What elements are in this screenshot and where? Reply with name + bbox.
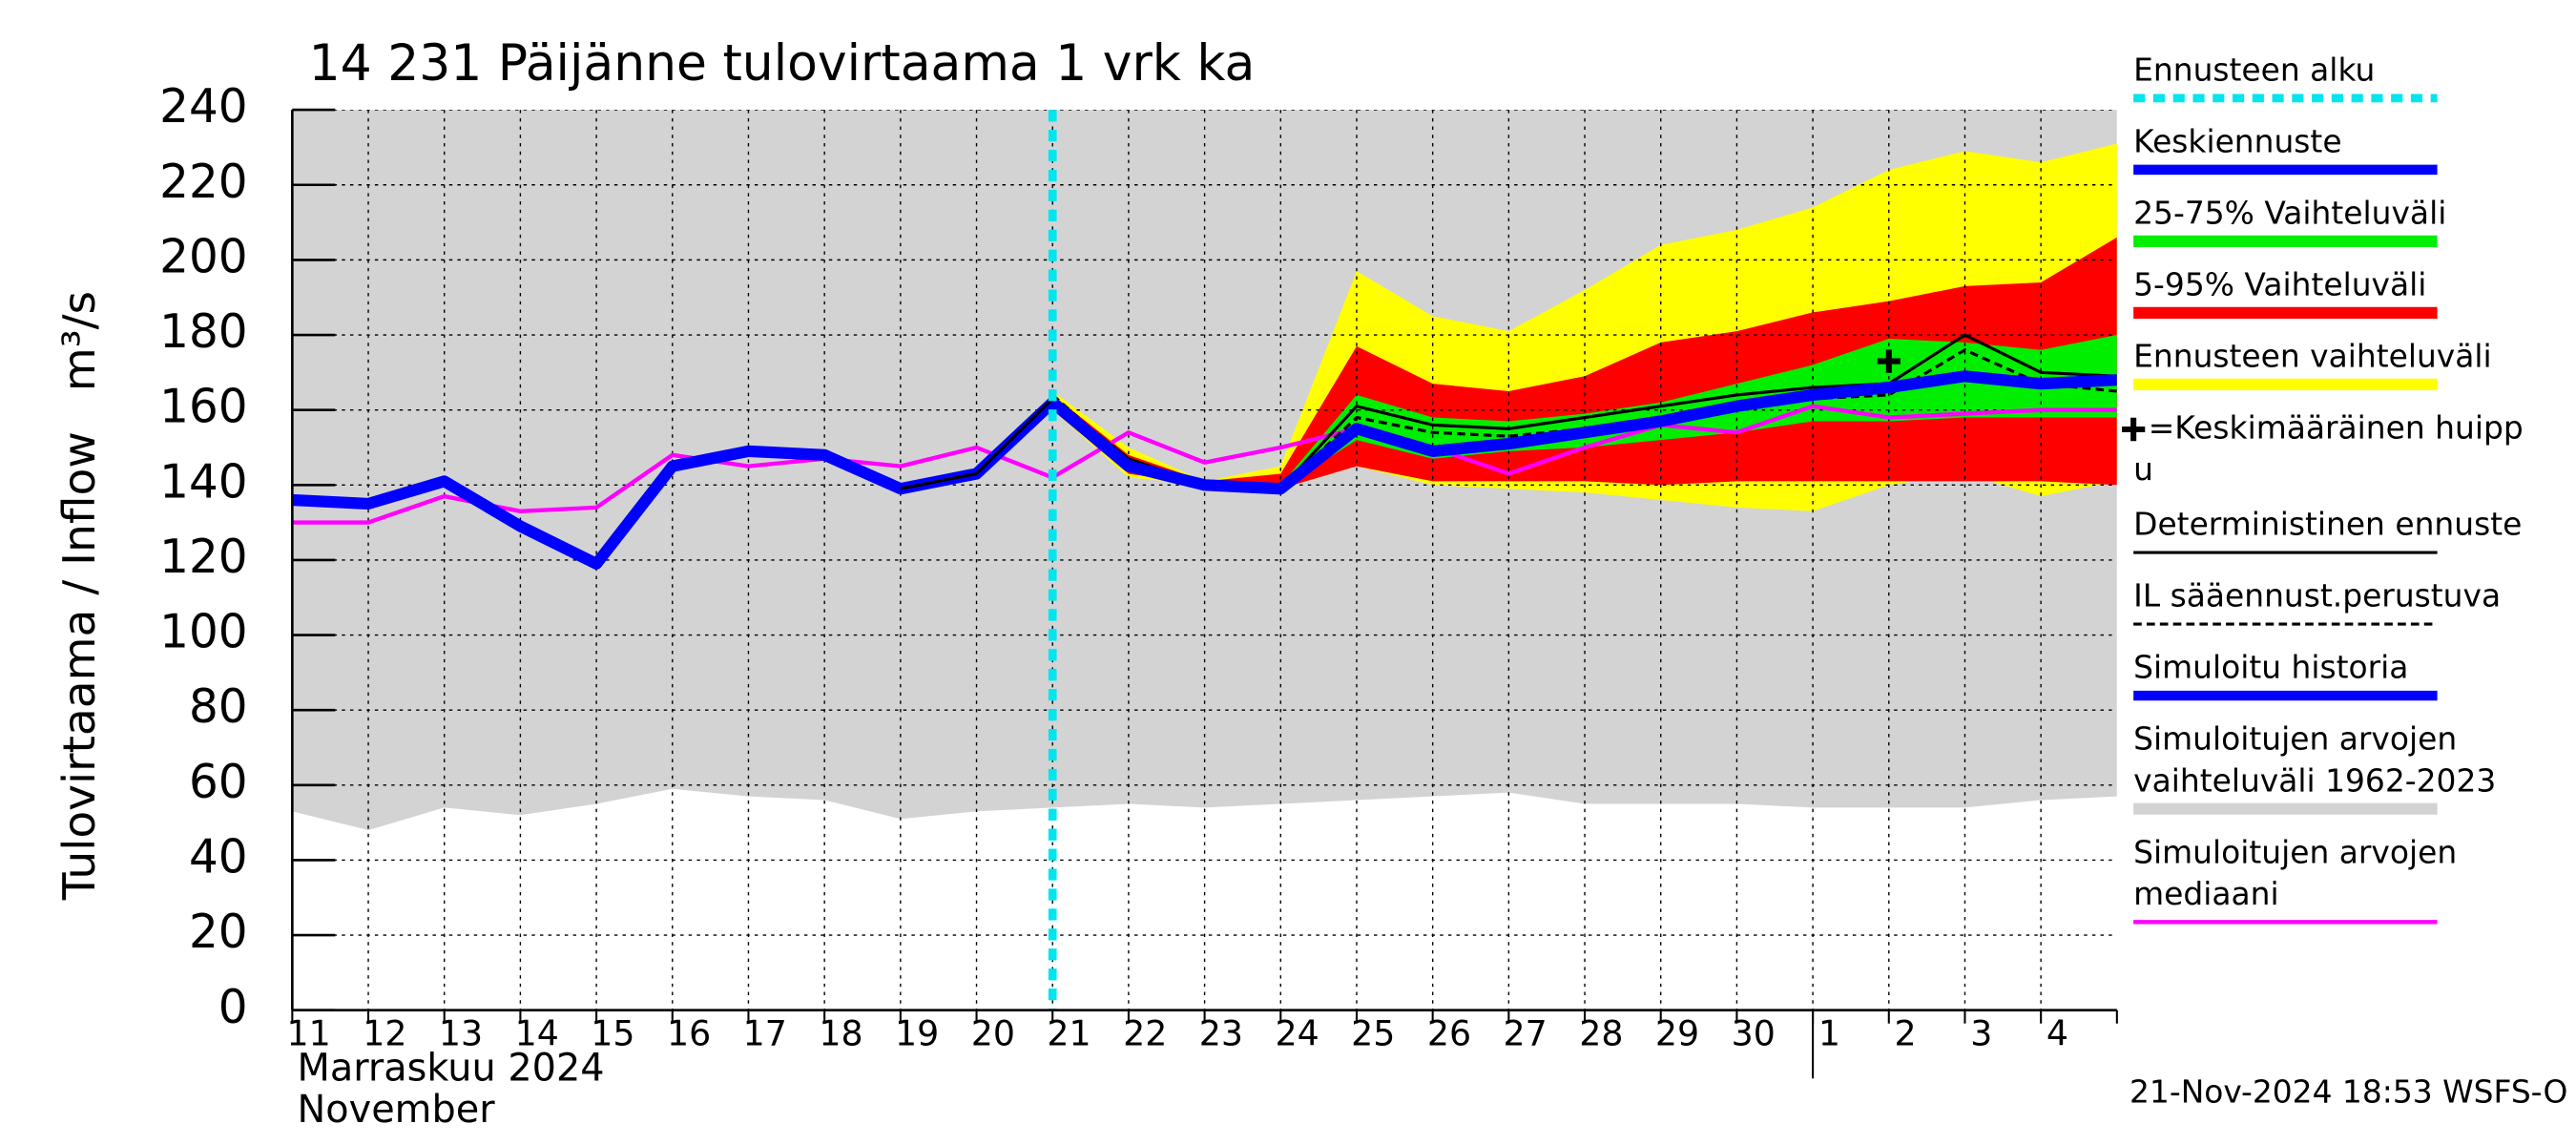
y-tick-label: 160 (159, 381, 247, 434)
x-tick-label: 16 (667, 1012, 711, 1053)
y-tick-label: 220 (159, 156, 247, 209)
y-tick-label: 120 (159, 531, 247, 584)
x-tick-label: 13 (439, 1012, 483, 1053)
range-band (1052, 237, 2117, 489)
legend-label: Simuloitujen arvojen (2133, 833, 2457, 870)
x-tick-label: 3 (1970, 1012, 1992, 1053)
x-tick-label: 25 (1351, 1012, 1395, 1053)
y-tick-label: 40 (189, 830, 248, 884)
x-tick-label: 29 (1655, 1012, 1699, 1053)
y-axis-unit: m³/s (53, 291, 106, 391)
legend-label: u (2133, 450, 2153, 488)
x-tick-label: 27 (1504, 1012, 1548, 1053)
x-tick-label: 11 (287, 1012, 331, 1053)
timestamp: 21-Nov-2024 18:53 WSFS-O (2129, 1072, 2567, 1110)
x-tick-label: 26 (1427, 1012, 1471, 1053)
y-tick-label: 0 (218, 981, 248, 1034)
chart-title: 14 231 Päijänne tulovirtaama 1 vrk ka (309, 35, 1256, 93)
legend-label: mediaani (2133, 875, 2279, 912)
x-tick-label: 19 (895, 1012, 939, 1053)
x-tick-label: 23 (1199, 1012, 1243, 1053)
legend-label: Ennusteen vaihteluväli (2133, 337, 2492, 374)
y-tick-label: 180 (159, 305, 247, 359)
y-tick-label: 100 (159, 605, 247, 658)
x-tick-label: 20 (971, 1012, 1015, 1053)
month-label: Marraskuu 2024 (298, 1046, 605, 1090)
x-tick-label: 22 (1123, 1012, 1167, 1053)
x-tick-label: 15 (591, 1012, 634, 1053)
legend-label: 25-75% Vaihteluväli (2133, 194, 2446, 231)
x-tick-label: 17 (743, 1012, 787, 1053)
x-tick-label: 4 (2046, 1012, 2068, 1053)
y-axis-label: Tulovirtaama / Inflow (53, 431, 106, 901)
x-tick-label: 28 (1579, 1012, 1623, 1053)
legend-label: 5-95% Vaihteluväli (2133, 265, 2426, 302)
y-tick-label: 140 (159, 455, 247, 509)
y-tick-label: 80 (189, 680, 248, 734)
legend-label: IL sääennust.perustuva (2133, 577, 2501, 614)
legend-label: Deterministinen ennuste (2133, 506, 2522, 543)
x-tick-label: 2 (1895, 1012, 1917, 1053)
legend-label: Simuloitu historia (2133, 649, 2408, 686)
legend-swatch (2122, 417, 2146, 442)
legend-label: Simuloitujen arvojen (2133, 720, 2457, 758)
peak-marker (1877, 349, 1901, 373)
series-line (1049, 370, 2117, 495)
y-tick-label: 20 (189, 906, 248, 959)
x-tick-label: 14 (515, 1012, 559, 1053)
legend-label: Keskiennuste (2133, 122, 2341, 159)
x-tick-label: 18 (819, 1012, 862, 1053)
legend-label: vaihteluväli 1962-2023 (2133, 761, 2496, 799)
y-tick-label: 240 (159, 80, 247, 134)
month-label-en: November (298, 1088, 496, 1132)
legend-label: =Keskimääräinen huipp (2149, 408, 2524, 446)
x-tick-label: 24 (1275, 1012, 1319, 1053)
legend-label: Ennusteen alku (2133, 51, 2375, 88)
y-tick-label: 200 (159, 230, 247, 283)
x-tick-label: 1 (1818, 1012, 1840, 1053)
x-tick-label: 21 (1047, 1012, 1091, 1053)
series-line (292, 404, 2117, 525)
range-band (1052, 335, 2117, 489)
plot-area (292, 110, 2117, 1010)
x-tick-label: 12 (363, 1012, 406, 1053)
y-tick-label: 60 (189, 756, 248, 809)
x-tick-label: 30 (1732, 1012, 1776, 1053)
